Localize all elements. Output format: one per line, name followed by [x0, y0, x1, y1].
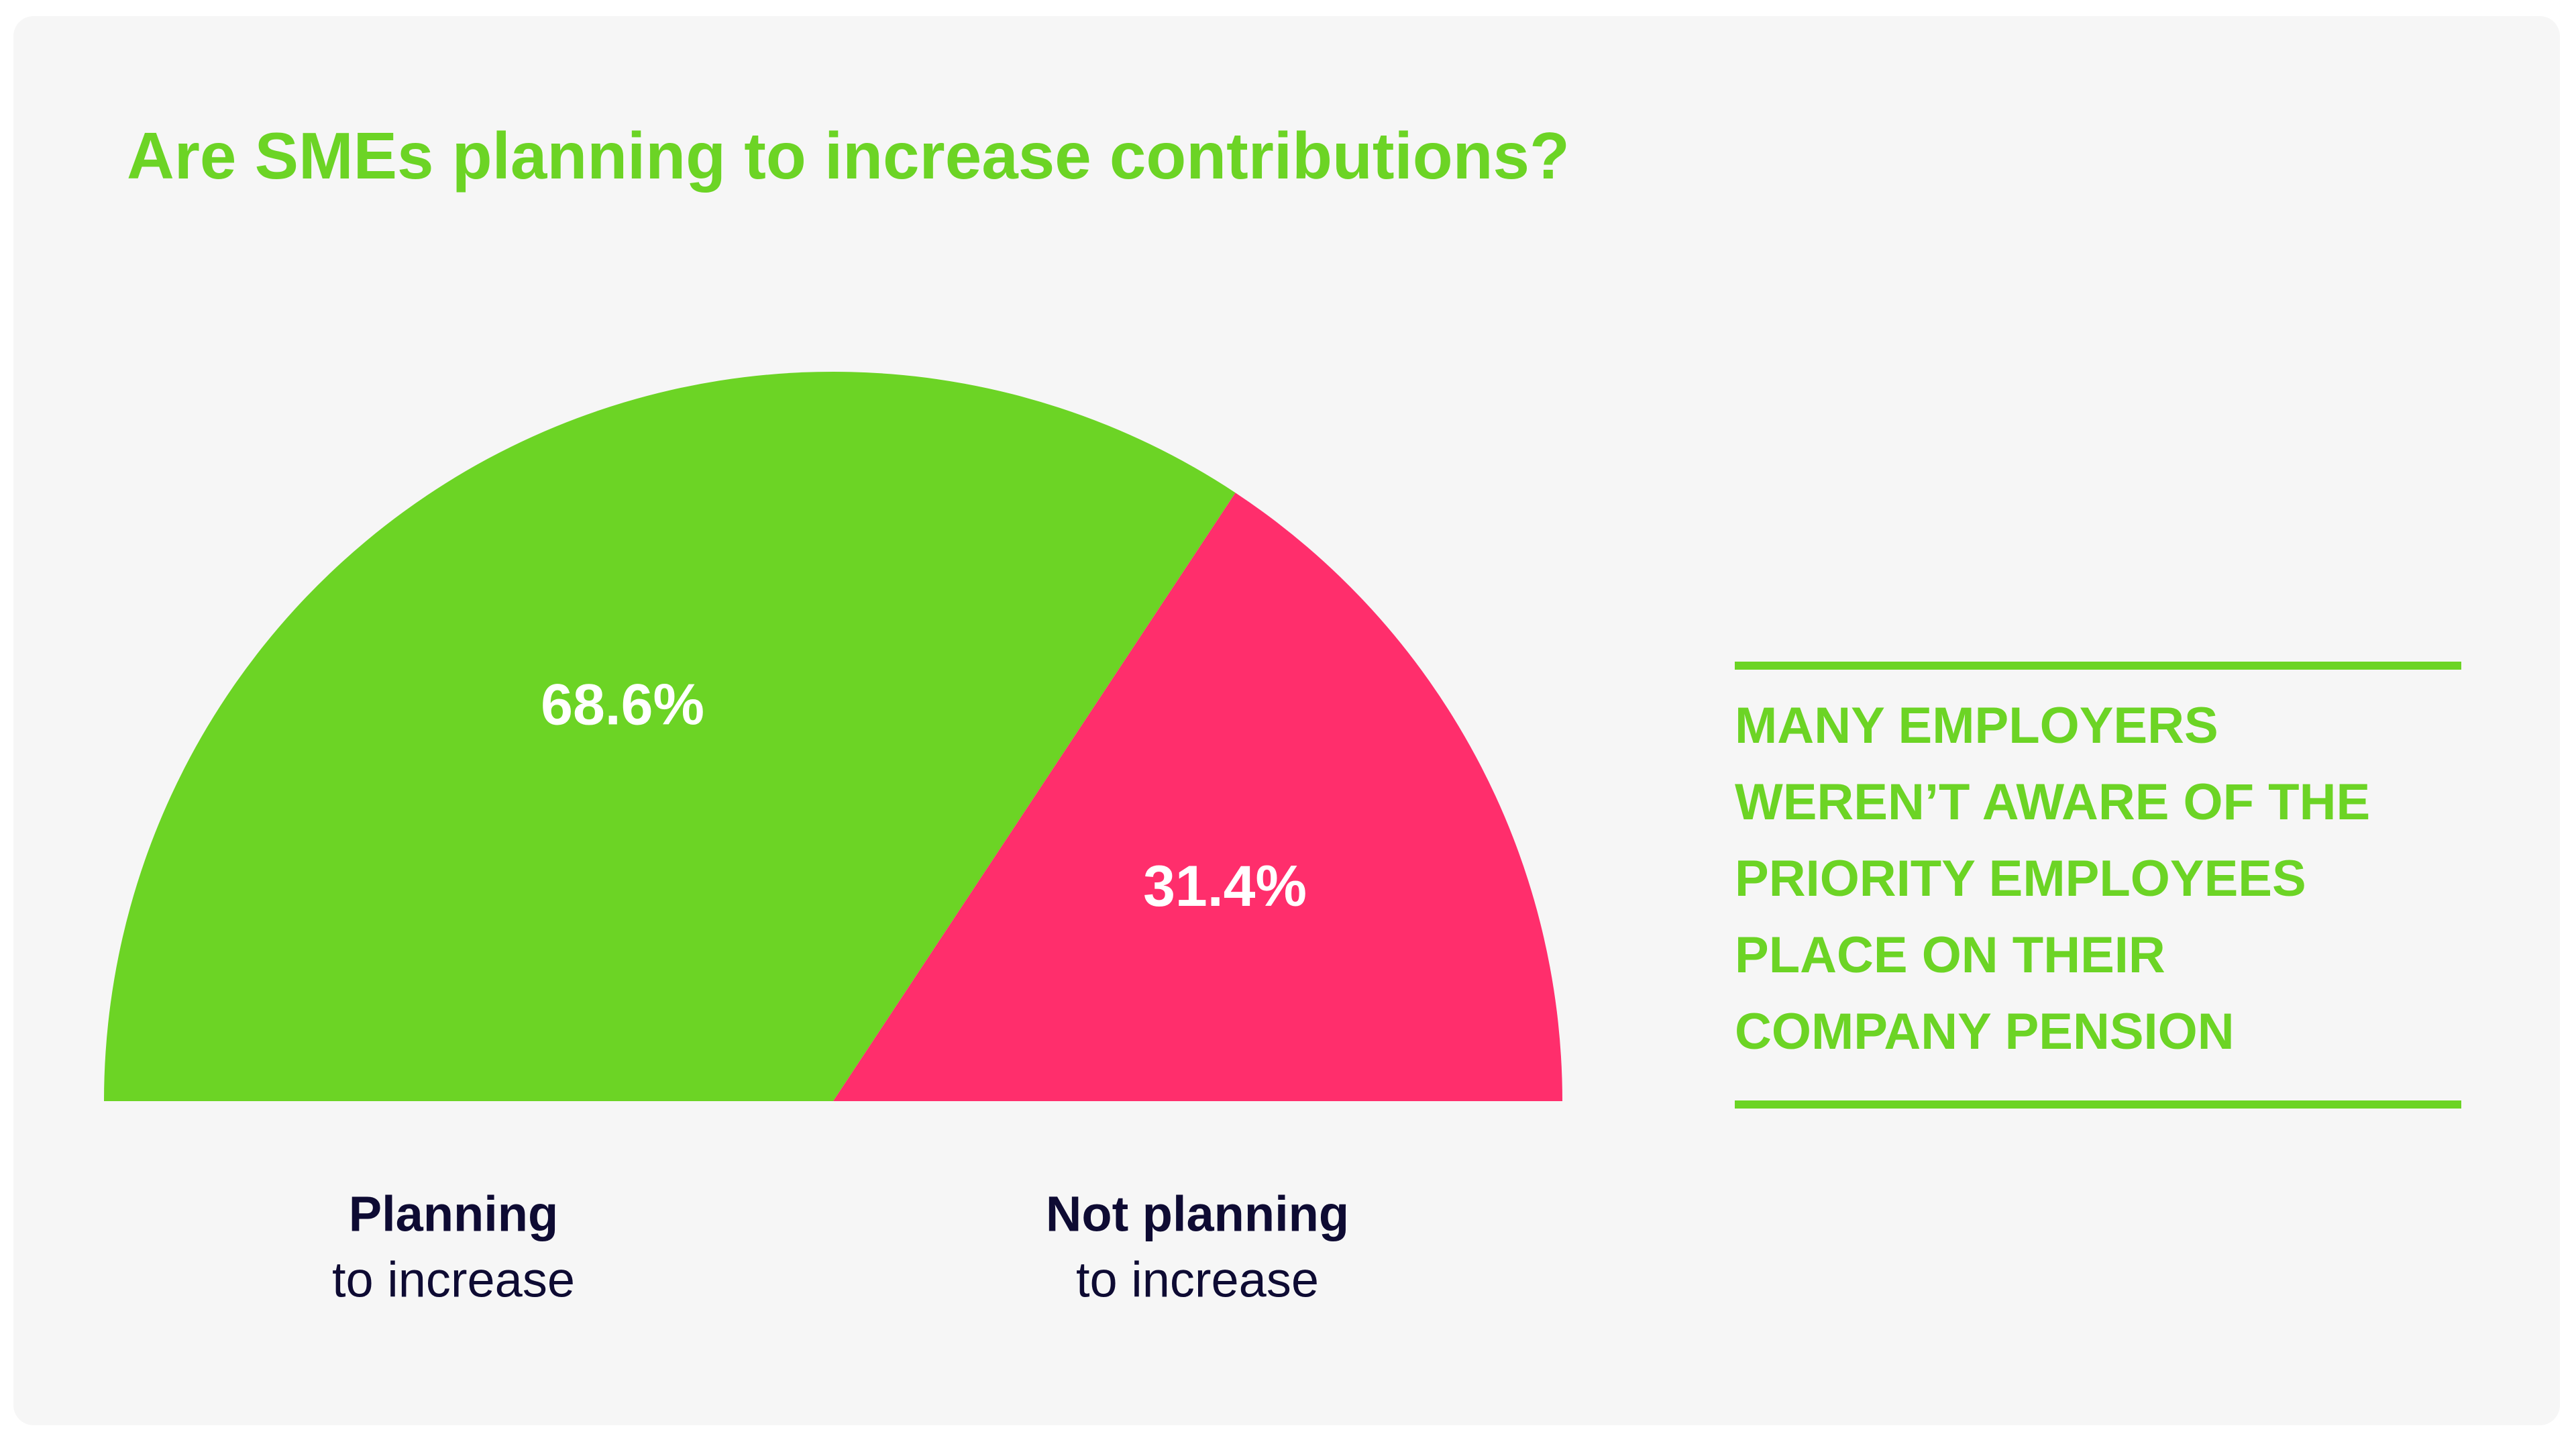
callout-text: PRIORITY EMPLOYEES	[1735, 850, 2306, 907]
value-label: 68.6%	[541, 673, 704, 737]
category-label: Not planning	[1046, 1186, 1349, 1242]
category-label: Planning	[349, 1186, 558, 1242]
callout-text: WEREN’T AWARE OF THE	[1735, 774, 2370, 831]
callout-text: MANY EMPLOYERS	[1735, 697, 2218, 754]
pie-slice	[104, 372, 1236, 1101]
callout-text: PLACE ON THEIR	[1735, 927, 2165, 984]
category-sublabel: to increase	[1076, 1252, 1319, 1308]
callout-text: COMPANY PENSION	[1735, 1003, 2235, 1060]
callout-rule	[1735, 662, 2461, 670]
chart-title: Are SMEs planning to increase contributi…	[127, 119, 1570, 193]
callout-rule	[1735, 1100, 2461, 1109]
category-sublabel: to increase	[332, 1252, 575, 1308]
pie-slice	[833, 493, 1562, 1101]
value-label: 31.4%	[1143, 854, 1307, 919]
